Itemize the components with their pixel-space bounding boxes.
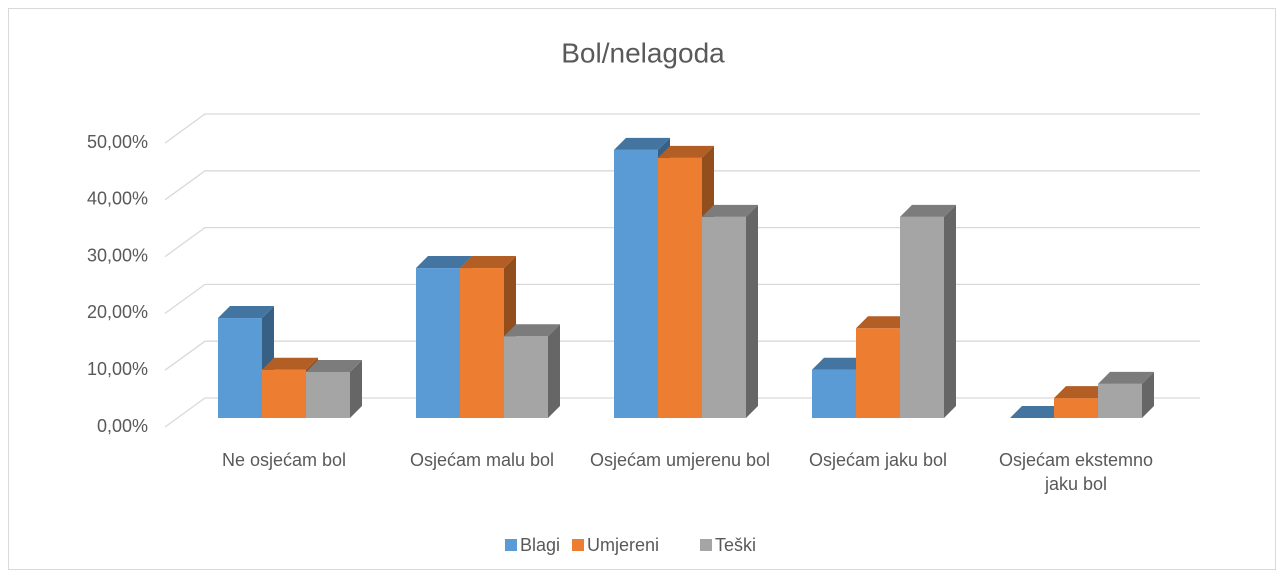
x-tick-label: Osjećam jaku bol	[808, 450, 948, 470]
bar-top	[702, 204, 758, 217]
bar-top	[900, 204, 956, 217]
bar	[306, 371, 350, 418]
x-tick-label: Ne osjećam bol	[221, 450, 347, 470]
y-tick-label: 40,00%	[87, 189, 148, 209]
legend-label: Blagi	[520, 535, 560, 555]
legend-label: Umjereni	[587, 535, 659, 555]
bar-top	[856, 316, 912, 329]
y-tick-label: 50,00%	[87, 132, 148, 152]
bar	[658, 157, 702, 418]
bar-top	[614, 137, 670, 150]
bar-side	[1142, 371, 1154, 418]
bar-top	[416, 256, 472, 269]
bar	[812, 369, 856, 418]
bar	[900, 216, 944, 418]
x-tick-label: Osjećam ekstemno jaku bol	[998, 450, 1154, 494]
bar-side	[350, 359, 362, 418]
bar	[1054, 398, 1098, 418]
bar	[262, 369, 306, 418]
bar	[416, 268, 460, 418]
grid-line	[164, 226, 1200, 258]
bar	[614, 149, 658, 419]
bar-side	[746, 204, 758, 418]
legend-swatch	[572, 539, 584, 551]
bar	[218, 318, 262, 418]
bar-top	[658, 145, 714, 158]
bar-top	[1098, 371, 1154, 384]
legend-swatch	[505, 539, 517, 551]
bar-top	[812, 357, 868, 370]
bar-side	[944, 204, 956, 418]
bar	[702, 216, 746, 418]
legend-label: Teški	[715, 535, 756, 555]
grid-line	[164, 170, 1200, 201]
x-tick-label: Osjećam umjerenu bol	[589, 450, 771, 470]
bar-top	[262, 357, 318, 370]
bar-side	[548, 324, 560, 418]
legend-swatch	[700, 539, 712, 551]
y-tick-label: 30,00%	[87, 245, 148, 265]
grid-line	[164, 113, 1200, 144]
y-tick-label: 20,00%	[87, 302, 148, 322]
bar	[504, 336, 548, 418]
x-tick-label: Osjećam malu bol	[409, 450, 555, 470]
bar-top	[306, 359, 362, 372]
bar-top	[460, 256, 516, 269]
chart-title: Bol/nelagoda	[561, 37, 725, 68]
grid-line	[164, 283, 1200, 314]
bar	[856, 328, 900, 418]
bar-top	[504, 324, 560, 337]
bar-top	[1054, 386, 1110, 399]
y-tick-label: 0,00%	[97, 416, 148, 436]
bar-top	[218, 306, 274, 319]
y-tick-label: 10,00%	[87, 359, 148, 379]
bar-top	[1010, 406, 1066, 418]
bar	[1098, 383, 1142, 418]
bar	[460, 268, 504, 418]
